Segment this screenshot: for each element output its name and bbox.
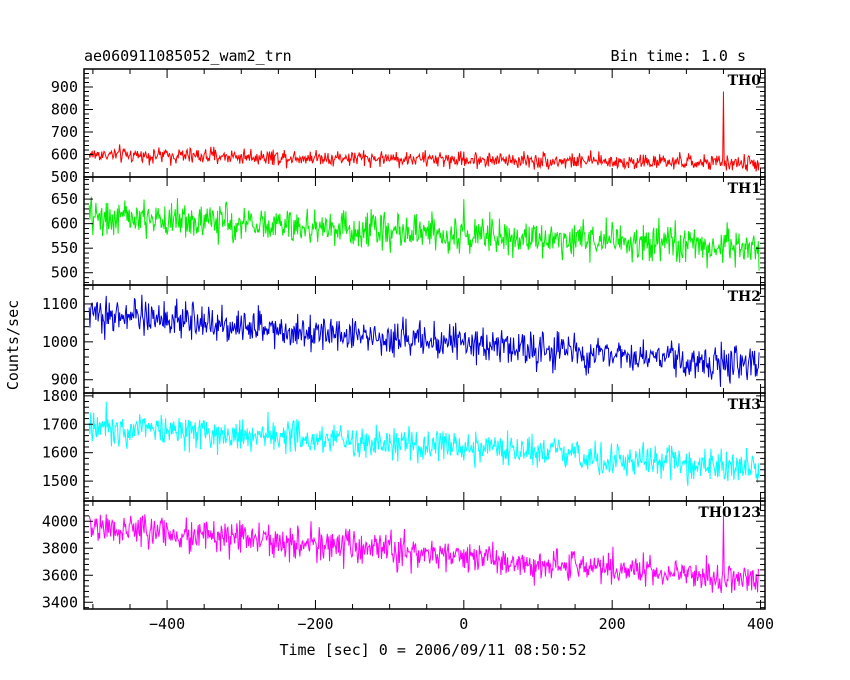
y-tick-label: 1700 — [42, 415, 78, 433]
panel-label-th2: TH2 — [728, 289, 761, 305]
y-tick-label: 1500 — [42, 472, 78, 490]
series-line-th0 — [88, 91, 760, 172]
y-tick-label: 900 — [51, 78, 78, 96]
y-tick-label: 500 — [51, 264, 78, 282]
y-tick-label: 3400 — [42, 593, 78, 611]
panel-frame — [83, 68, 766, 178]
y-tick-label: 700 — [51, 123, 78, 141]
panel-label-th0: TH0 — [728, 73, 762, 89]
bin-time-label: Bin time: 1.0 s — [611, 47, 746, 65]
y-tick-label: 1600 — [42, 444, 78, 462]
series-line-th3 — [88, 401, 760, 486]
series-line-th0123 — [88, 514, 760, 594]
x-axis-label: Time [sec] 0 = 2006/09/11 08:50:52 — [279, 641, 586, 659]
panel-label-th1: TH1 — [728, 181, 761, 197]
x-tick-label: 400 — [747, 615, 774, 633]
x-tick-label: −200 — [297, 615, 333, 633]
series-line-th1 — [88, 196, 760, 271]
y-tick-label: 1000 — [42, 333, 78, 351]
y-tick-label: 1800 — [42, 387, 78, 405]
x-tick-label: −400 — [149, 615, 185, 633]
series-line-th2 — [88, 294, 760, 387]
panel-label-th0123: TH0123 — [698, 505, 761, 521]
panel-label-th3: TH3 — [728, 397, 761, 413]
y-tick-label: 800 — [51, 101, 78, 119]
y-tick-label: 900 — [51, 371, 78, 389]
y-tick-label: 550 — [51, 239, 78, 257]
x-tick-label: 0 — [459, 615, 468, 633]
chart-title: ae060911085052_wam2_trn — [84, 47, 292, 65]
y-tick-label: 650 — [51, 190, 78, 208]
y-tick-label: 600 — [51, 146, 78, 164]
y-tick-label: 4000 — [42, 512, 78, 530]
x-tick-label: 200 — [599, 615, 626, 633]
panels-group: 500 600 700 800 900 TH0 500 550 600 650 TH1 900 1000… — [42, 68, 774, 633]
y-tick-label: 1100 — [42, 295, 78, 313]
panel-frame — [83, 500, 766, 610]
y-tick-label: 600 — [51, 215, 78, 233]
y-tick-label: 3600 — [42, 566, 78, 584]
y-tick-label: 500 — [51, 168, 78, 186]
y-tick-label: 3800 — [42, 539, 78, 557]
y-axis-label: Counts/sec — [4, 300, 22, 390]
